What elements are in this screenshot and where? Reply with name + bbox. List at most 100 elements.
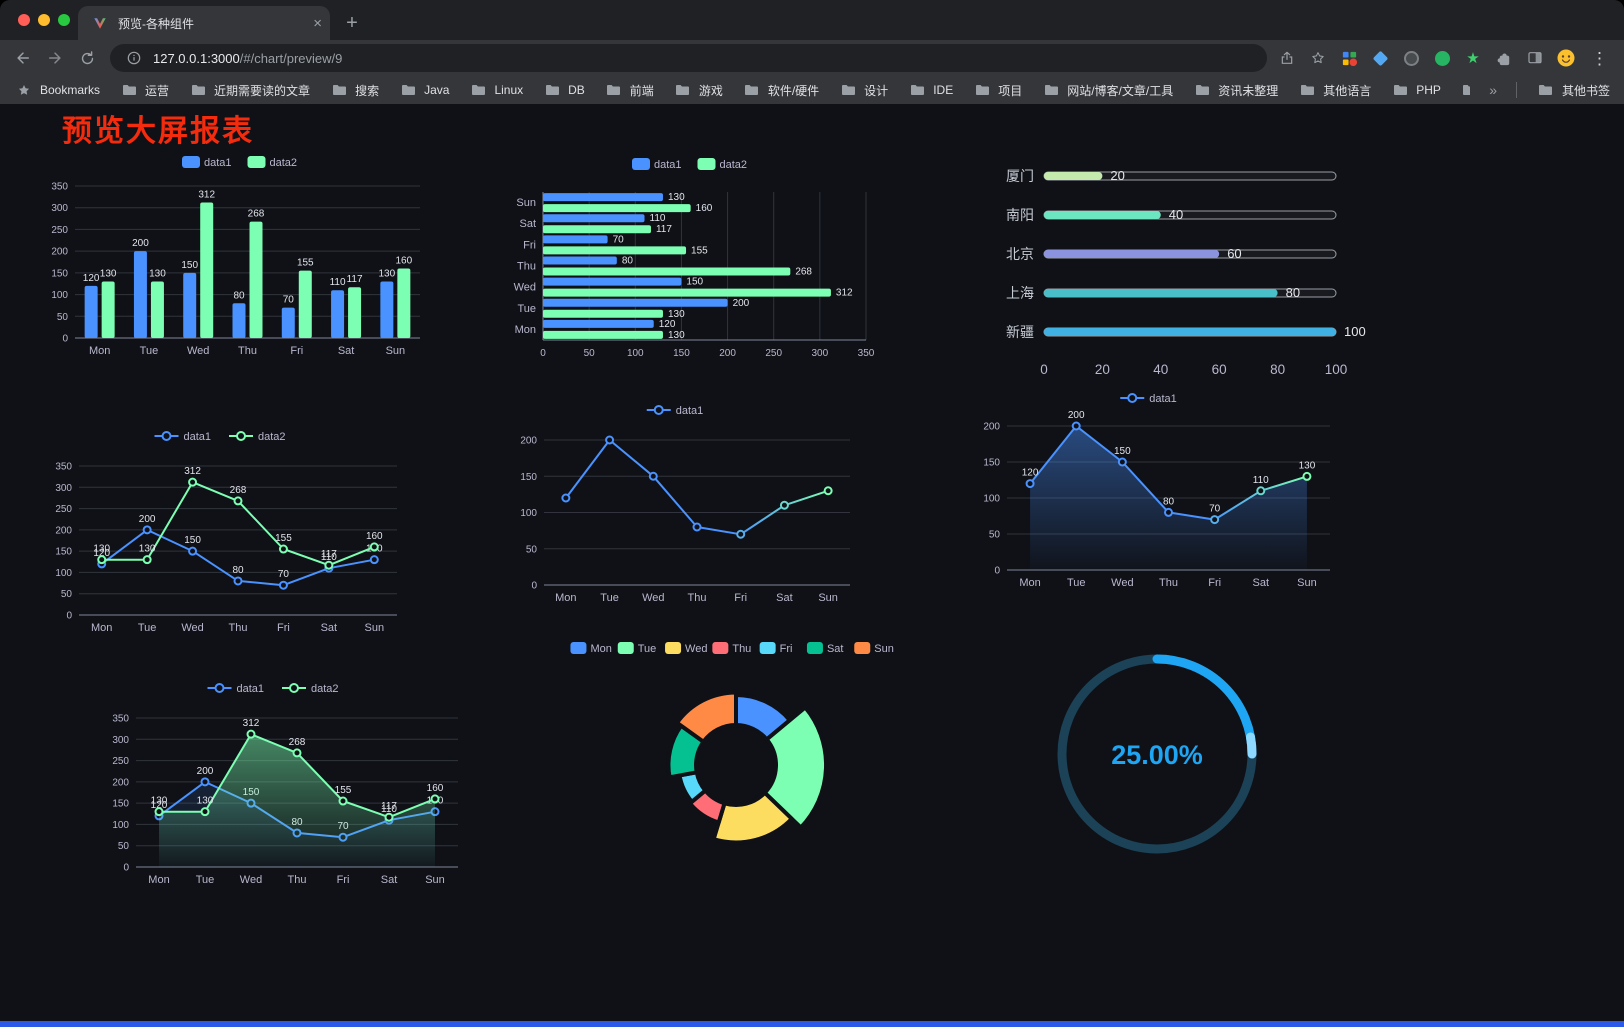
- svg-text:data1: data1: [204, 157, 232, 169]
- bookmark-folder-item[interactable]: 搜索: [329, 80, 379, 100]
- svg-text:Sat: Sat: [338, 345, 355, 357]
- svg-text:80: 80: [1270, 362, 1285, 377]
- bookmark-folder-item[interactable]: 其他语言: [1297, 80, 1371, 100]
- bookmarks-overflow-chevron[interactable]: »: [1489, 82, 1497, 98]
- browser-menu-icon[interactable]: ⋮: [1591, 48, 1608, 68]
- svg-text:155: 155: [297, 258, 314, 269]
- extension-icon-kite[interactable]: [1370, 48, 1390, 68]
- bookmark-folder-item[interactable]: 资讯未整理: [1192, 80, 1278, 100]
- legend[interactable]: data1: [1120, 393, 1177, 405]
- legend[interactable]: data1 data2: [632, 158, 747, 171]
- legend[interactable]: data1: [646, 405, 704, 417]
- back-button[interactable]: [10, 45, 36, 71]
- bookmark-folder-item[interactable]: 项目: [972, 80, 1022, 100]
- progress-fill-新疆: [1044, 328, 1336, 336]
- legend[interactable]: Mon Tue Wed Thu Fri Sat Sun: [570, 642, 894, 655]
- share-icon[interactable]: [1277, 48, 1297, 68]
- bookmark-folder-item[interactable]: Linux: [468, 80, 523, 100]
- forward-button[interactable]: [42, 45, 68, 71]
- svg-text:300: 300: [112, 735, 129, 746]
- close-window-button[interactable]: [18, 14, 30, 26]
- bookmark-label: 设计: [864, 83, 889, 98]
- reload-button[interactable]: [74, 45, 100, 71]
- svg-text:100: 100: [1325, 362, 1348, 377]
- minimize-window-button[interactable]: [38, 14, 50, 26]
- gauge-progress-svg: 25.00%: [1057, 654, 1257, 854]
- bookmark-folder-item[interactable]: 文件服务器: [1460, 80, 1471, 100]
- svg-text:120: 120: [151, 800, 168, 811]
- svg-text:200: 200: [983, 422, 1000, 433]
- svg-text:Sat: Sat: [519, 218, 536, 230]
- bookmark-folder-item[interactable]: 游戏: [673, 80, 723, 100]
- bookmark-folder-item[interactable]: 软件/硬件: [742, 80, 819, 100]
- svg-text:200: 200: [112, 777, 129, 788]
- bookmark-folder-item[interactable]: 网站/博客/文章/工具: [1041, 80, 1173, 100]
- bookmark-folder-item[interactable]: PHP: [1390, 80, 1441, 100]
- rose-donut-chart: Mon Tue Wed Thu Fri Sat Sun: [556, 636, 916, 866]
- tab-strip: 预览-各种组件 × +: [0, 0, 1624, 40]
- bookmark-folder-item[interactable]: 前端: [604, 80, 654, 100]
- folder-icon: [673, 80, 693, 100]
- bookmark-folder-item[interactable]: 近期需要读的文章: [188, 80, 310, 100]
- svg-text:110: 110: [650, 213, 666, 224]
- address-bar[interactable]: 127.0.0.1:3000/#/chart/preview/9: [110, 44, 1267, 72]
- extension-icon-grid[interactable]: [1339, 48, 1359, 68]
- site-info-icon[interactable]: [124, 48, 144, 68]
- new-tab-button[interactable]: +: [346, 11, 358, 34]
- svg-text:data2: data2: [258, 431, 286, 443]
- svg-text:Fri: Fri: [780, 643, 793, 655]
- browser-toolbar: 127.0.0.1:3000/#/chart/preview/9 ★: [0, 40, 1624, 76]
- profile-avatar[interactable]: [1556, 48, 1576, 68]
- svg-text:data1: data1: [654, 159, 682, 171]
- svg-text:Fri: Fri: [337, 874, 350, 886]
- svg-text:100: 100: [1344, 324, 1366, 339]
- rose-donut-svg: Mon Tue Wed Thu Fri Sat Sun: [570, 642, 894, 845]
- bookmarks-root[interactable]: Bookmarks: [14, 80, 100, 100]
- svg-text:250: 250: [51, 225, 68, 236]
- legend[interactable]: data1 data2: [207, 683, 339, 695]
- extension-icon-dark-circle[interactable]: [1401, 48, 1421, 68]
- bookmark-folder-item[interactable]: 设计: [838, 80, 888, 100]
- svg-text:Fri: Fri: [277, 622, 290, 634]
- svg-text:北京: 北京: [1006, 246, 1034, 262]
- bookmarks-items: 运营 近期需要读的文章 搜索 Java Linux DB 前端 游戏 软件/硬件 设计 IDE 项目 网…: [119, 80, 1471, 100]
- extension-icon-green-star[interactable]: ★: [1466, 49, 1480, 67]
- legend[interactable]: data1 data2: [182, 156, 297, 169]
- extension-icon-green-circle[interactable]: [1432, 48, 1452, 68]
- bookmark-folder-item[interactable]: Java: [398, 80, 449, 100]
- svg-text:250: 250: [55, 504, 72, 515]
- svg-text:250: 250: [765, 348, 782, 359]
- sector-Sun[interactable]: [675, 690, 738, 744]
- bookmark-folder-item[interactable]: IDE: [907, 80, 953, 100]
- svg-text:160: 160: [696, 203, 713, 214]
- other-bookmarks[interactable]: 其他书签: [1536, 80, 1610, 100]
- svg-text:110: 110: [381, 804, 397, 815]
- bookmark-folder-item[interactable]: 运营: [119, 80, 169, 100]
- folder-icon: [604, 80, 624, 100]
- bar-data2-Fri: [543, 246, 687, 255]
- svg-text:160: 160: [366, 531, 383, 542]
- extensions-puzzle-icon[interactable]: [1494, 48, 1514, 68]
- svg-text:150: 150: [673, 348, 690, 359]
- bookmark-folder-item[interactable]: DB: [542, 80, 585, 100]
- sector-Wed[interactable]: [711, 790, 794, 845]
- svg-text:155: 155: [691, 245, 708, 256]
- folder-icon: [838, 80, 858, 100]
- svg-text:Sat: Sat: [1253, 577, 1270, 589]
- reading-mode-icon[interactable]: [1525, 48, 1545, 68]
- browser-tab[interactable]: 预览-各种组件 ×: [78, 6, 330, 40]
- sector-Tue[interactable]: [762, 705, 829, 830]
- svg-text:Sun: Sun: [364, 622, 384, 634]
- rose-sectors[interactable]: [666, 690, 829, 845]
- svg-text:150: 150: [983, 458, 1000, 469]
- svg-text:120: 120: [83, 273, 100, 284]
- progress-fill-厦门: [1044, 172, 1103, 180]
- bookmark-star-icon[interactable]: [1308, 48, 1328, 68]
- fullscreen-window-button[interactable]: [58, 14, 70, 26]
- tab-close-icon[interactable]: ×: [313, 14, 322, 32]
- svg-text:0: 0: [66, 611, 72, 622]
- other-bookmarks-label: 其他书签: [1561, 83, 1610, 98]
- svg-text:Tue: Tue: [138, 622, 157, 634]
- svg-text:Wed: Wed: [240, 874, 262, 886]
- legend[interactable]: data1 data2: [154, 431, 286, 443]
